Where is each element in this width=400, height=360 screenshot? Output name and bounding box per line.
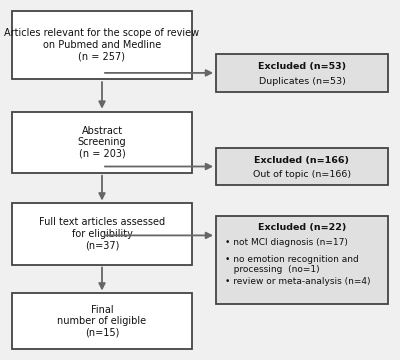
Text: • not MCI diagnosis (n=17): • not MCI diagnosis (n=17) [225,238,348,247]
Text: • review or meta-analysis (n=4): • review or meta-analysis (n=4) [225,277,370,286]
Text: Full text articles assessed
for eligibility
(n=37): Full text articles assessed for eligibil… [39,217,165,251]
FancyBboxPatch shape [216,54,388,92]
Text: Final
number of eligible
(n=15): Final number of eligible (n=15) [58,305,146,338]
Text: Excluded (n=166): Excluded (n=166) [254,156,350,165]
Text: Excluded (n=22): Excluded (n=22) [258,223,346,232]
Text: Excluded (n=53): Excluded (n=53) [258,62,346,71]
FancyBboxPatch shape [12,112,192,173]
Text: • no emotion recognition and
   processing  (no=1): • no emotion recognition and processing … [225,255,358,274]
FancyBboxPatch shape [12,11,192,79]
Text: Out of topic (n=166): Out of topic (n=166) [253,170,351,179]
FancyBboxPatch shape [216,148,388,185]
Text: Duplicates (n=53): Duplicates (n=53) [258,77,346,86]
FancyBboxPatch shape [12,293,192,349]
FancyBboxPatch shape [216,216,388,304]
Text: Articles relevant for the scope of review
on Pubmed and Medline
(n = 257): Articles relevant for the scope of revie… [4,28,200,62]
FancyBboxPatch shape [12,203,192,265]
Text: Abstract
Screening
(n = 203): Abstract Screening (n = 203) [78,126,126,159]
